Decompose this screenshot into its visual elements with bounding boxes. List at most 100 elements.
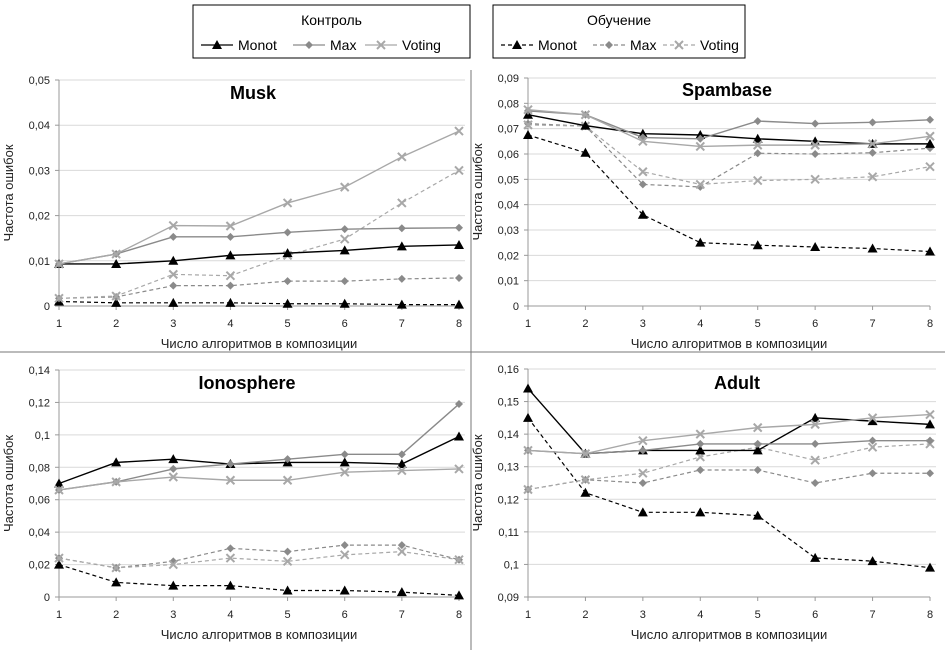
legend-train: Обучение Monot Max Voting (492, 4, 746, 59)
data-point (340, 225, 349, 234)
series-line (527, 413, 931, 455)
series-line (58, 130, 460, 265)
data-point (523, 383, 533, 393)
data-point (696, 439, 705, 448)
data-point (638, 180, 647, 189)
legend-label: Monot (238, 37, 277, 53)
data-point (523, 130, 533, 139)
y-tick-label: 0,14 (498, 429, 519, 441)
data-point (867, 139, 878, 149)
data-point (225, 580, 236, 590)
x-tick-label: 2 (582, 609, 588, 621)
data-point (340, 467, 350, 477)
chart-title: Musk (230, 83, 277, 103)
y-tick-label: 0,03 (29, 165, 50, 177)
data-point (111, 249, 121, 259)
legend-marker-triangle (512, 40, 522, 49)
data-point (753, 175, 763, 186)
x-tick-label: 6 (812, 609, 818, 621)
series-control-monot (54, 431, 464, 488)
x-tick-label: 7 (870, 609, 876, 621)
y-tick-label: 0,03 (498, 225, 519, 237)
y-tick-label: 0,09 (498, 73, 519, 85)
series-train-monot (523, 412, 935, 572)
data-point (753, 149, 762, 158)
data-point (695, 130, 706, 139)
data-point (925, 419, 935, 429)
data-point (54, 553, 64, 563)
data-point (454, 464, 464, 474)
data-point (753, 439, 762, 448)
data-point (397, 450, 406, 459)
data-point (283, 455, 292, 464)
series-control-voting (523, 104, 935, 152)
data-point (867, 416, 878, 426)
data-point (397, 198, 407, 208)
data-point (283, 228, 292, 237)
data-point (695, 429, 705, 439)
data-point (226, 460, 235, 469)
data-point (925, 131, 935, 141)
legend-label: Max (630, 37, 656, 53)
data-point (282, 298, 293, 308)
legend-marker-diamond (605, 41, 613, 49)
x-tick-label: 4 (697, 318, 703, 330)
data-point (696, 134, 705, 143)
series-train-voting (54, 546, 464, 573)
series-line (59, 244, 460, 265)
series-line (58, 544, 460, 569)
data-point (810, 419, 820, 430)
y-tick-label: 0,06 (29, 495, 50, 507)
data-point (580, 147, 591, 157)
y-tick-label: 0,05 (498, 174, 519, 186)
data-point (340, 550, 350, 560)
data-point (168, 559, 178, 570)
data-point (225, 553, 236, 563)
y-tick-label: 0,04 (29, 120, 50, 132)
data-point (638, 468, 648, 478)
y-tick-label: 0,02 (29, 211, 50, 223)
data-point (868, 436, 877, 445)
data-point (455, 223, 463, 232)
data-point (810, 241, 821, 251)
data-point (753, 140, 763, 150)
chart-ionosphere: 0 0,02 0,04 0,06 0,08 0,1 0,12 0,14 1 2 3 4 5 6 7 8 Числ… (1, 365, 465, 642)
series-line (58, 563, 460, 596)
data-point (867, 442, 878, 452)
data-point (396, 299, 407, 309)
data-point (695, 445, 706, 455)
data-point (454, 165, 464, 176)
data-point (580, 120, 591, 130)
y-tick-label: 0,02 (29, 560, 50, 572)
data-point (523, 412, 533, 422)
x-tick-label: 3 (170, 318, 176, 330)
y-tick-label: 0,01 (29, 256, 50, 268)
data-point (168, 454, 179, 464)
data-point (523, 120, 533, 130)
data-point (282, 248, 293, 258)
data-point (282, 475, 293, 485)
data-point (752, 133, 763, 143)
y-tick-label: 0,05 (29, 75, 50, 87)
data-point (339, 245, 350, 255)
data-point (695, 237, 706, 247)
data-point (523, 484, 533, 495)
x-tick-label: 2 (113, 318, 119, 330)
series-line (527, 123, 931, 188)
series-line (527, 443, 931, 491)
data-point (397, 541, 406, 550)
y-tick-label: 0,08 (498, 98, 519, 110)
y-tick-label: 0,15 (498, 397, 519, 409)
data-point (225, 221, 236, 231)
series-line (527, 134, 931, 253)
data-point (283, 547, 292, 556)
data-point (868, 469, 877, 478)
series-control-voting (523, 409, 935, 459)
data-point (397, 465, 407, 476)
x-tick-label: 4 (697, 609, 703, 621)
legend-control: Контроль Monot Max Voting (192, 4, 471, 59)
data-point (752, 510, 763, 520)
data-point (637, 128, 648, 138)
series-train-monot (54, 559, 464, 600)
